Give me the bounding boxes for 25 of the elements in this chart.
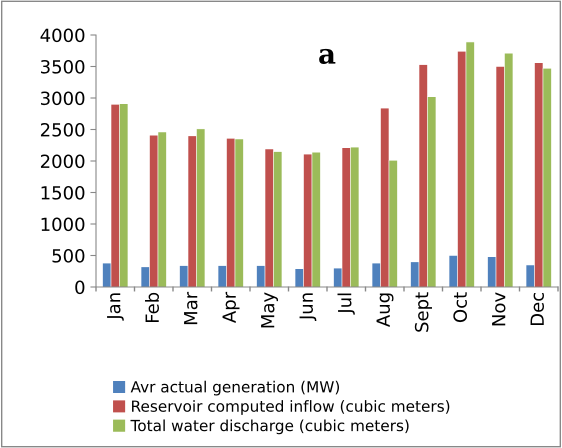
legend-label: Avr actual generation (MW) [130, 380, 340, 396]
chart-title: a [319, 48, 336, 64]
legend-label: Reservoir computed inflow (cubic meters) [132, 400, 450, 415]
y-tick-label: 1500 [42, 186, 84, 200]
x-tick-label: Jun [300, 293, 316, 322]
y-tick-label: 0 [75, 280, 84, 294]
y-tick-label: 4000 [40, 28, 84, 42]
x-tick-label: Mar [184, 292, 198, 324]
y-tick-label: 2500 [40, 122, 84, 137]
x-tick-label: May [261, 292, 278, 328]
y-tick-label: 500 [52, 248, 84, 263]
y-tick-label: 2000 [40, 154, 84, 168]
x-tick-label: Sept [414, 292, 432, 332]
y-tick-label: 1000 [42, 217, 84, 232]
x-tick-label: Jul [338, 294, 355, 315]
x-tick-label: Oct [453, 292, 467, 322]
x-tick-label: Feb [145, 292, 159, 322]
x-tick-label: Dec [530, 292, 544, 326]
x-tick-label: Nov [492, 292, 506, 326]
x-tick-label: Jan [107, 293, 124, 321]
x-tick-label: Apr [222, 292, 240, 323]
y-tick-label: 3000 [41, 91, 84, 106]
y-tick-label: 3500 [41, 60, 84, 74]
x-tick-label: Aug [376, 294, 394, 327]
legend-label: Total water discharge (cubic meters) [130, 419, 409, 434]
